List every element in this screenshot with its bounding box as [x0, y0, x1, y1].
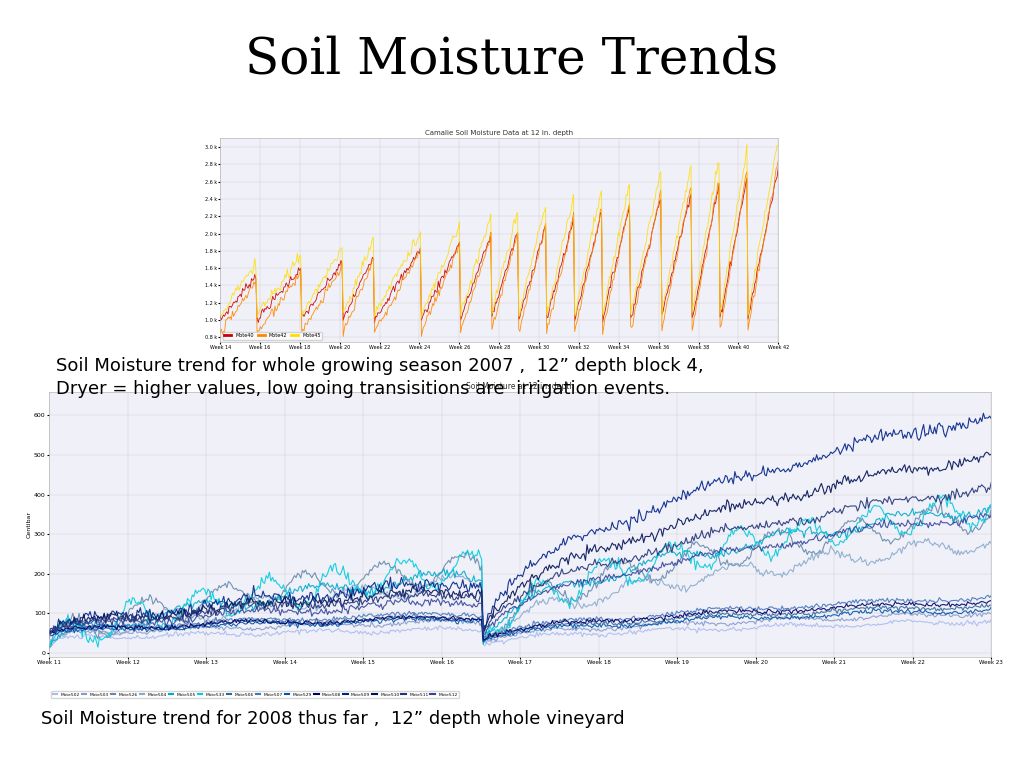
- Text: Soil Moisture Trends: Soil Moisture Trends: [246, 35, 778, 84]
- Text: Soil Moisture trend for 2008 thus far ,  12” depth whole vineyard: Soil Moisture trend for 2008 thus far , …: [41, 710, 625, 728]
- Title: Camalie Soil Moisture Data at 12 in. depth: Camalie Soil Moisture Data at 12 in. dep…: [425, 131, 573, 137]
- Y-axis label: Centibar: Centibar: [27, 511, 31, 538]
- Text: Soil Moisture trend for whole growing season 2007 ,  12” depth block 4,: Soil Moisture trend for whole growing se…: [56, 357, 703, 375]
- Legend: Mote502, Mote503, Mote526, Mote504, Mote505, Mote533, Mote506, Mote507, Mote529,: Mote502, Mote503, Mote526, Mote504, Mote…: [51, 691, 459, 698]
- Title: Soil Moisture at 12 in. depth: Soil Moisture at 12 in. depth: [466, 382, 574, 391]
- Text: Dryer = higher values, low going transisitions are  irrigation events.: Dryer = higher values, low going transis…: [56, 380, 671, 398]
- Legend: Mote40, Mote42, Mote45: Mote40, Mote42, Mote45: [222, 332, 323, 339]
